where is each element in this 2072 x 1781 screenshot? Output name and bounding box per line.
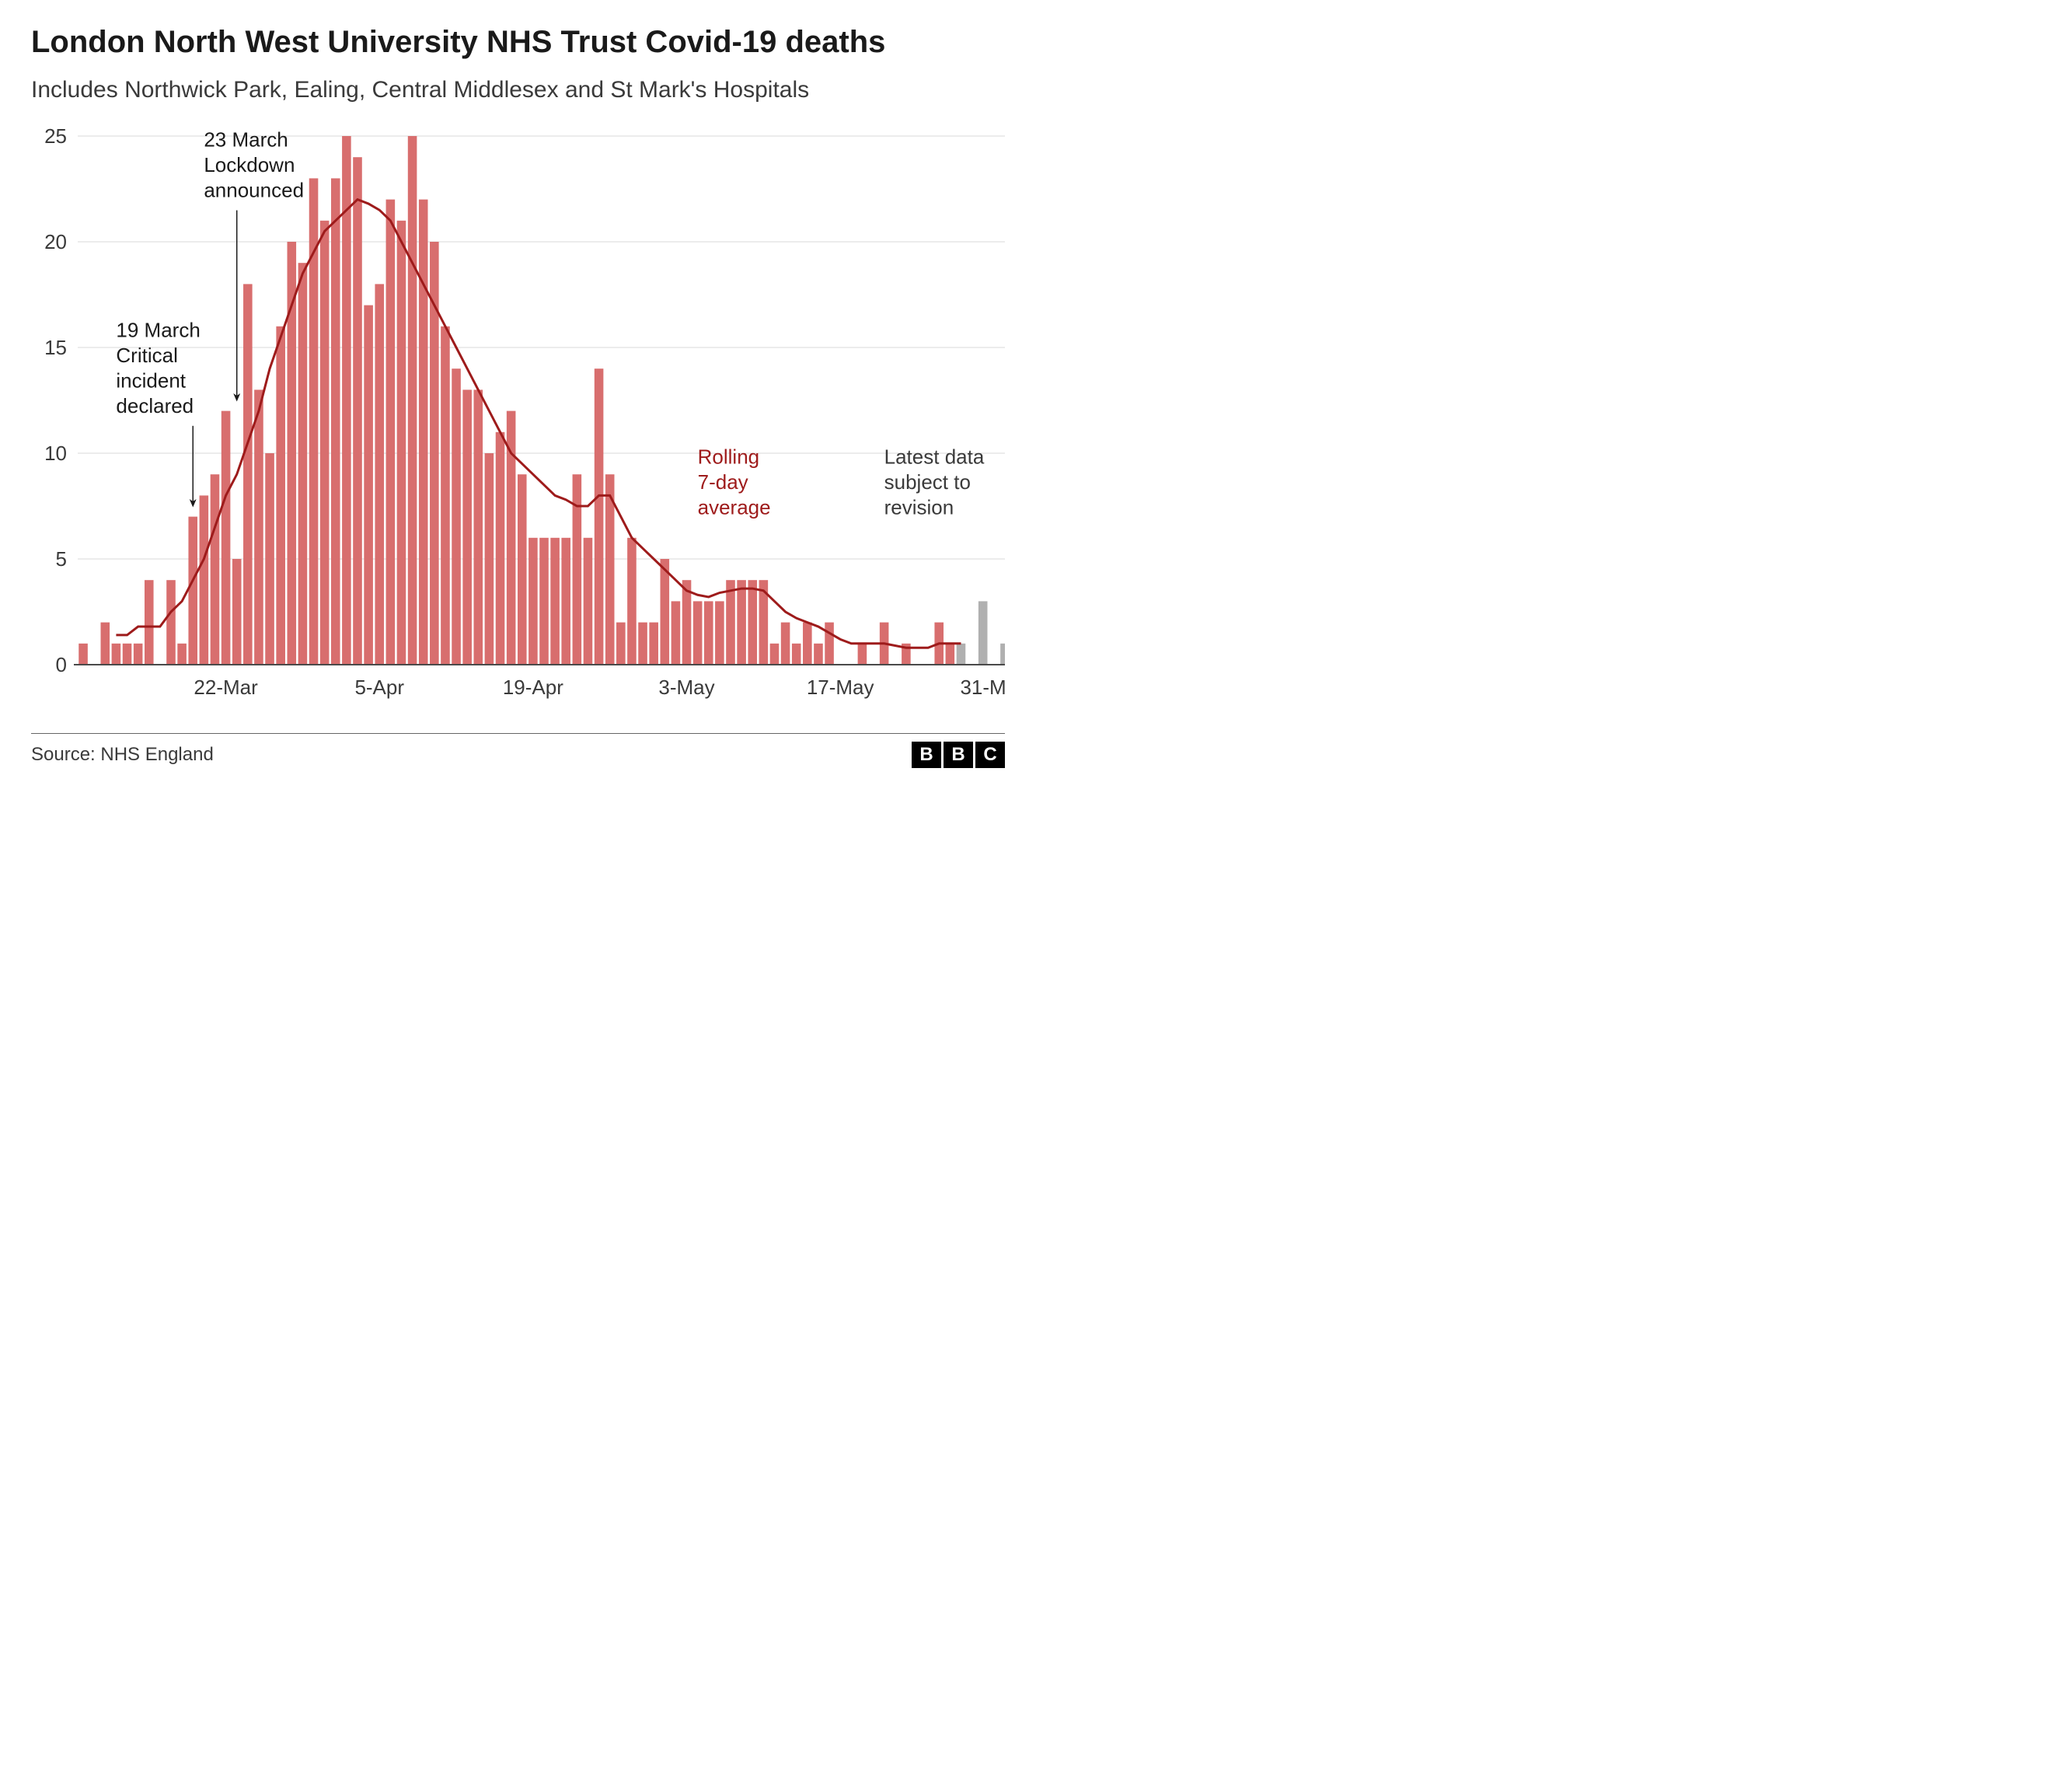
chart-container: London North West University NHS Trust C… <box>0 0 1036 784</box>
svg-text:5: 5 <box>56 547 67 571</box>
svg-text:22-Mar: 22-Mar <box>194 676 258 699</box>
svg-text:3-May: 3-May <box>658 676 714 699</box>
svg-text:subject to: subject to <box>884 470 971 494</box>
bbc-logo: B B C <box>912 742 1005 768</box>
svg-text:10: 10 <box>44 442 67 465</box>
chart-title: London North West University NHS Trust C… <box>31 23 1005 61</box>
bbc-logo-b2: B <box>944 742 973 768</box>
svg-text:Latest data: Latest data <box>884 445 985 469</box>
svg-text:15: 15 <box>44 336 67 359</box>
source-label: Source: NHS England <box>31 744 214 766</box>
svg-text:19-Apr: 19-Apr <box>503 676 563 699</box>
svg-text:20: 20 <box>44 230 67 253</box>
svg-text:19 March: 19 March <box>116 318 200 341</box>
chart-plot-area: 0 5 10 15 20 25 22-Mar 5-Apr 19-Apr 3-May 17-May 31… <box>31 128 1005 719</box>
svg-text:25: 25 <box>44 128 67 148</box>
svg-text:Critical: Critical <box>116 344 177 367</box>
chart-subtitle: Includes Northwick Park, Ealing, Central… <box>31 75 1005 105</box>
bbc-logo-c: C <box>975 742 1005 768</box>
svg-text:7-day: 7-day <box>698 470 748 494</box>
svg-text:Lockdown: Lockdown <box>204 153 295 176</box>
chart-footer: Source: NHS England B B C <box>31 733 1005 768</box>
svg-text:announced: announced <box>204 179 304 202</box>
svg-text:5-Apr: 5-Apr <box>354 676 404 699</box>
svg-text:Rolling: Rolling <box>698 445 760 469</box>
svg-text:23 March: 23 March <box>204 128 288 152</box>
chart-svg: 0 5 10 15 20 25 22-Mar 5-Apr 19-Apr 3-May 17-May 31… <box>31 128 1005 719</box>
bbc-logo-b1: B <box>912 742 941 768</box>
svg-text:declared: declared <box>116 394 194 417</box>
svg-text:31-May: 31-May <box>960 676 1005 699</box>
svg-text:average: average <box>698 496 771 519</box>
svg-text:0: 0 <box>56 653 67 676</box>
svg-text:17-May: 17-May <box>807 676 874 699</box>
svg-text:revision: revision <box>884 496 954 519</box>
svg-text:incident: incident <box>116 368 186 392</box>
